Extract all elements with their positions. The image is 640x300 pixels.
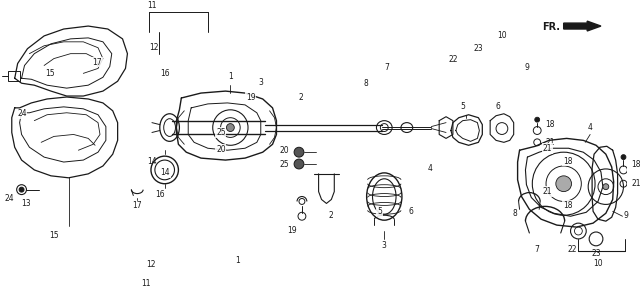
Circle shape — [227, 124, 234, 131]
Text: 19: 19 — [287, 226, 297, 235]
Text: 18: 18 — [631, 160, 640, 169]
Circle shape — [19, 187, 24, 192]
Text: 25: 25 — [216, 128, 226, 137]
Text: 23: 23 — [591, 249, 601, 258]
Text: 14: 14 — [160, 168, 170, 177]
Text: 8: 8 — [513, 209, 518, 218]
Circle shape — [294, 159, 304, 169]
Text: 8: 8 — [364, 79, 368, 88]
Text: 15: 15 — [49, 231, 59, 240]
Text: 20: 20 — [216, 145, 226, 154]
Text: 21: 21 — [543, 187, 552, 196]
Text: 11: 11 — [141, 279, 150, 288]
Text: 20: 20 — [280, 146, 289, 155]
Text: 7: 7 — [385, 63, 390, 72]
Text: 12: 12 — [149, 43, 159, 52]
Text: 21: 21 — [543, 144, 552, 153]
Text: 17: 17 — [92, 58, 102, 67]
Text: 17: 17 — [132, 202, 142, 211]
Text: 12: 12 — [146, 260, 156, 269]
Text: 6: 6 — [408, 207, 413, 216]
Text: 7: 7 — [535, 245, 540, 254]
Text: 23: 23 — [473, 44, 483, 52]
Bar — [8, 71, 20, 81]
Circle shape — [294, 147, 304, 157]
Text: 21: 21 — [631, 179, 640, 188]
Text: 10: 10 — [593, 259, 603, 268]
Text: 21: 21 — [545, 138, 554, 147]
Text: 22: 22 — [448, 56, 458, 64]
Text: 9: 9 — [623, 211, 628, 220]
Text: 18: 18 — [545, 120, 554, 129]
Text: 24: 24 — [17, 109, 27, 118]
Circle shape — [621, 155, 626, 160]
Text: 1: 1 — [228, 72, 233, 81]
Text: 25: 25 — [280, 160, 289, 169]
Text: 18: 18 — [563, 157, 573, 166]
Text: 19: 19 — [246, 93, 256, 102]
Text: FR.: FR. — [542, 22, 560, 32]
Text: 5: 5 — [377, 207, 382, 216]
Circle shape — [603, 184, 609, 190]
Circle shape — [556, 176, 572, 192]
Text: 16: 16 — [155, 190, 164, 199]
Text: 1: 1 — [235, 256, 239, 265]
Text: 16: 16 — [160, 69, 170, 78]
Text: 13: 13 — [22, 199, 31, 208]
Circle shape — [535, 117, 540, 122]
Text: 3: 3 — [258, 78, 263, 87]
Text: 15: 15 — [45, 69, 55, 78]
Text: 24: 24 — [4, 194, 13, 202]
FancyArrow shape — [564, 21, 601, 31]
Text: 6: 6 — [495, 102, 500, 111]
Text: 5: 5 — [460, 102, 465, 111]
Text: 4: 4 — [428, 164, 432, 173]
Text: 10: 10 — [497, 31, 507, 40]
Text: 4: 4 — [588, 124, 593, 133]
Text: 9: 9 — [525, 63, 529, 72]
Text: 2: 2 — [299, 93, 303, 102]
Text: 18: 18 — [563, 201, 573, 210]
Text: 2: 2 — [329, 211, 333, 220]
Text: 14: 14 — [147, 157, 157, 166]
Text: 3: 3 — [382, 241, 387, 250]
Text: 11: 11 — [147, 1, 157, 10]
Text: 22: 22 — [568, 245, 577, 254]
